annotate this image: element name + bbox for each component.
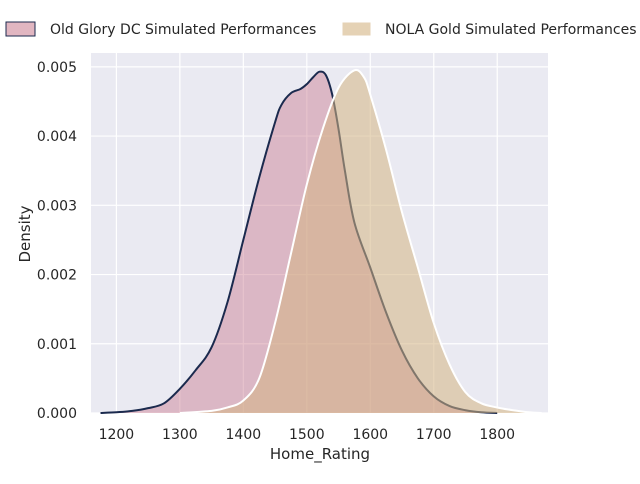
y-tick-label: 0.004 xyxy=(37,129,77,145)
y-tick-label: 0.000 xyxy=(37,406,77,422)
y-tick-label: 0.002 xyxy=(37,268,77,284)
x-tick-label: 1400 xyxy=(226,427,262,443)
legend-label-old-glory: Old Glory DC Simulated Performances xyxy=(50,22,316,38)
legend-label-nola-gold: NOLA Gold Simulated Performances xyxy=(385,22,637,38)
x-tick-label: 1800 xyxy=(479,427,515,443)
x-tick-label: 1200 xyxy=(99,427,135,443)
y-tick-labels: 0.000 0.001 0.002 0.003 0.004 0.005 xyxy=(37,60,77,422)
legend-swatch-old-glory xyxy=(5,21,36,37)
series-layer xyxy=(100,68,542,414)
y-axis-label: Density xyxy=(16,205,34,262)
x-axis-label: Home_Rating xyxy=(270,445,370,464)
legend: Old Glory DC Simulated Performances NOLA… xyxy=(5,21,637,38)
y-tick-label: 0.005 xyxy=(37,60,77,76)
x-tick-labels: 1200 1300 1400 1500 1600 1700 1800 xyxy=(99,427,515,443)
legend-swatch-nola-gold xyxy=(341,21,372,37)
density-line-nola-gold xyxy=(179,68,542,414)
x-tick-label: 1600 xyxy=(352,427,388,443)
y-tick-label: 0.001 xyxy=(37,337,77,353)
y-tick-label: 0.003 xyxy=(37,198,77,214)
x-tick-label: 1700 xyxy=(416,427,452,443)
x-tick-label: 1300 xyxy=(162,427,198,443)
x-tick-label: 1500 xyxy=(289,427,325,443)
density-area-nola-gold xyxy=(179,69,542,413)
